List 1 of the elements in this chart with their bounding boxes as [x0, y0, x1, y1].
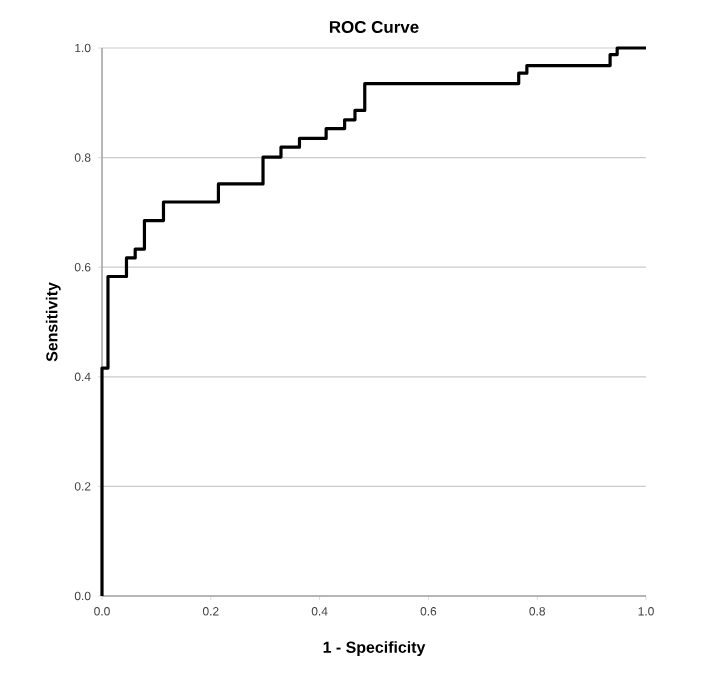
chart-title: ROC Curve: [329, 21, 419, 33]
